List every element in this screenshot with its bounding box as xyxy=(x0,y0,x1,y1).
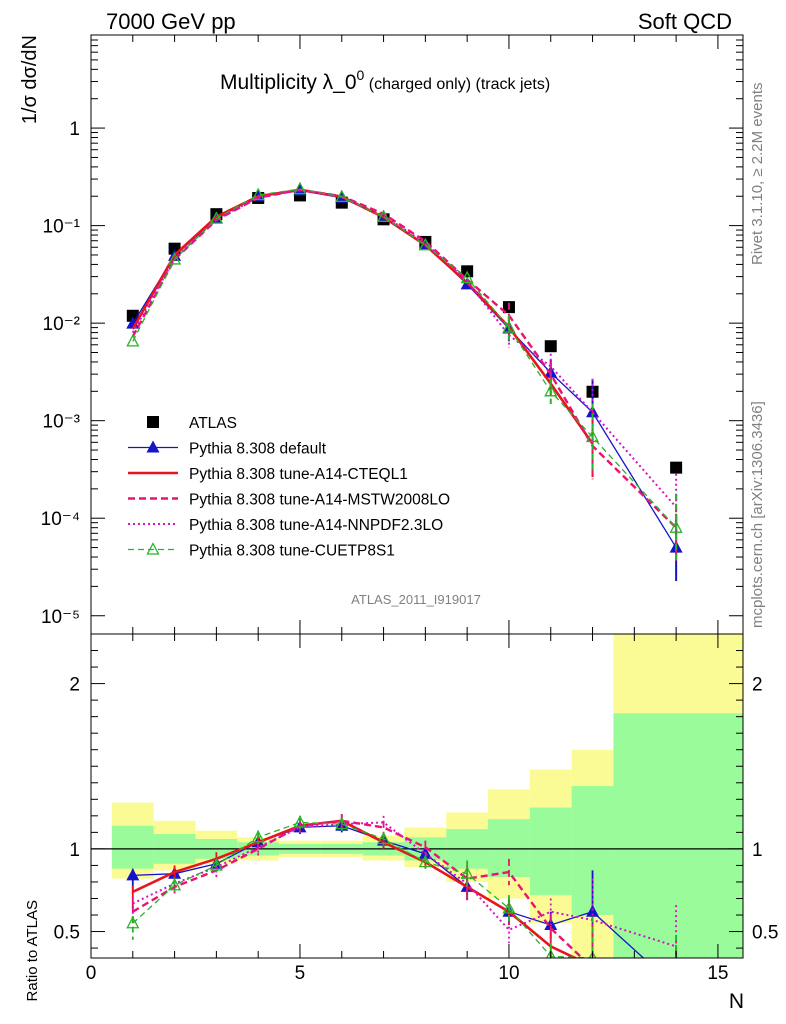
mcplots-label: mcplots.cern.ch [arXiv:1306.3436] xyxy=(749,401,766,628)
legend-marker-pythia-8-308-tune-cuetp8s1 xyxy=(146,542,160,555)
pythia-8-308-tune-cuetp8s1-point xyxy=(293,181,307,195)
pythia-8-308-tune-cuetp8s1-point xyxy=(460,270,474,284)
ratio-y-tick-label-right: 0.5 xyxy=(752,923,778,944)
ratio-inner-band xyxy=(111,825,154,869)
legend-label-pythia-8-308-tune-a14-mstw2008lo: Pythia 8.308 tune-A14-MSTW2008LO xyxy=(189,492,450,509)
plot-title: Multiplicity λ_00 (charged only) (track … xyxy=(220,67,550,94)
pythia-8-308-default-ratio-point xyxy=(670,981,683,993)
pythia-8-308-tune-cuetp8s1-point xyxy=(669,520,683,533)
x-axis-label: N xyxy=(729,990,744,1013)
rivet-label: Rivet 3.1.10, ≥ 2.2M events xyxy=(749,83,766,266)
pythia-8-308-tune-cuetp8s1-point xyxy=(502,320,516,333)
legend-marker-pythia-8-308-default xyxy=(146,440,160,453)
main-y-tick-label: 10⁻⁵ xyxy=(41,607,80,628)
analysis-watermark: ATLAS_2011_I919017 xyxy=(351,592,481,607)
pythia-8-308-tune-cuetp8s1-point xyxy=(251,187,265,201)
pythia-8-308-tune-cuetp8s1-ratio-point xyxy=(671,970,682,981)
main-y-tick-label: 10⁻² xyxy=(43,314,81,335)
main-series-group xyxy=(126,181,683,581)
main-y-tick-label: 10⁻⁴ xyxy=(41,509,80,530)
main-y-tick-label: 10⁻¹ xyxy=(43,217,81,238)
main-panel-frame: 10⁻⁵ 10⁻⁴ 10⁻³ 10⁻² 10⁻¹ 1 xyxy=(41,34,744,635)
ratio-y-axis-label: Ratio to ATLAS xyxy=(24,900,41,1001)
pythia-8-308-tune-cuetp8s1-ratio-point xyxy=(168,877,182,891)
atlas-point xyxy=(126,309,139,322)
pythia-8-308-tune-cuetp8s1-point xyxy=(544,383,558,397)
pythia-8-308-tune-a14-nnpdf2-3lo-line xyxy=(131,189,677,508)
pythia-8-308-tune-cuetp8s1-ratio-point xyxy=(460,866,474,879)
legend-marker-atlas xyxy=(147,416,159,428)
pythia-8-308-tune-a14-cteql1-line xyxy=(131,188,594,445)
x-tick-label: 0 xyxy=(86,963,97,984)
pythia-8-308-tune-cuetp8s1-line xyxy=(132,188,677,529)
main-frame-border xyxy=(90,34,744,635)
pythia-8-308-tune-cuetp8s1-ratio-point xyxy=(502,901,516,914)
main-clip-group xyxy=(126,181,683,581)
pythia-8-308-tune-cuetp8s1-ratio-point xyxy=(335,816,349,830)
pythia-8-308-default-ratio-point xyxy=(586,904,600,917)
main-y-axis-label: 1/σ dσ/dN xyxy=(19,35,41,124)
legend-label-pythia-8-308-tune-a14-nnpdf2-3lo: Pythia 8.308 tune-A14-NNPDF2.3LO xyxy=(189,517,443,534)
ratio-uncertainty-bands xyxy=(111,634,743,958)
energy-label: 7000 GeV pp xyxy=(106,9,236,34)
pythia-8-308-tune-cuetp8s1-point xyxy=(168,252,182,265)
ratio-inner-band xyxy=(488,819,530,877)
atlas-point xyxy=(544,340,557,353)
pythia-8-308-tune-cuetp8s1-point xyxy=(418,237,432,251)
plot-title-main: Multiplicity λ_0 xyxy=(220,71,357,94)
pythia-8-308-tune-cuetp8s1-ratio-point xyxy=(126,915,140,929)
legend-label-pythia-8-308-tune-a14-cteql1: Pythia 8.308 tune-A14-CTEQL1 xyxy=(189,466,408,483)
pythia-8-308-tune-cuetp8s1-ratio-point xyxy=(293,815,307,828)
pythia-8-308-tune-a14-nnpdf2-3lo-ratio-line xyxy=(132,821,677,948)
ratio-y-tick-label-right: 2 xyxy=(752,675,763,696)
ratio-y-tick-label-left: 2 xyxy=(69,675,80,696)
pythia-8-308-tune-cuetp8s1-point xyxy=(126,333,140,347)
pythia-8-308-tune-cuetp8s1-point xyxy=(335,189,349,203)
pythia-8-308-tune-cuetp8s1-ratio-point xyxy=(588,950,597,958)
pythia-8-308-tune-cuetp8s1-point xyxy=(376,209,391,222)
ratio-y-tick-label-right: 1 xyxy=(752,840,763,861)
legend-label-pythia-8-308-tune-cuetp8s1: Pythia 8.308 tune-CUETP8S1 xyxy=(189,543,395,560)
pythia-8-308-tune-cuetp8s1-ratio-point xyxy=(209,858,223,871)
legend-label-atlas: ATLAS xyxy=(189,415,237,432)
pythia-8-308-tune-cuetp8s1-ratio-point xyxy=(251,829,265,843)
ratio-y-tick-label-left: 1 xyxy=(69,840,80,861)
pythia-8-308-tune-cuetp8s1-point xyxy=(585,429,600,443)
x-tick-label: 5 xyxy=(295,963,306,984)
ratio-inner-band xyxy=(529,807,572,896)
plot-title-superscript: 0 xyxy=(357,67,365,83)
process-label: Soft QCD xyxy=(638,9,732,34)
ratio-y-tick-label-left: 0.5 xyxy=(54,923,80,944)
pythia-8-308-tune-cuetp8s1-ratio-point xyxy=(546,948,556,958)
main-y-tick-label: 1 xyxy=(69,119,80,140)
pythia-8-308-tune-cuetp8s1-ratio-point xyxy=(418,854,432,868)
ratio-clip-group xyxy=(91,814,743,993)
pythia-8-308-tune-cuetp8s1-point xyxy=(209,211,223,224)
ratio-series-group xyxy=(91,814,743,993)
x-tick-label: 10 xyxy=(498,963,519,984)
plot-title-suffix: (charged only) (track jets) xyxy=(364,76,550,93)
pythia-8-308-default-ratio-point xyxy=(126,868,140,881)
x-tick-label: 15 xyxy=(707,963,728,984)
legend: ATLAS Pythia 8.308 default Pythia 8.308 tu… xyxy=(128,415,450,560)
atlas-point xyxy=(670,461,683,474)
main-y-tick-label: 10⁻³ xyxy=(43,412,81,433)
ratio-inner-band xyxy=(613,713,743,958)
legend-label-pythia-8-308-default: Pythia 8.308 default xyxy=(189,441,327,458)
pythia-8-308-tune-cuetp8s1-ratio-point xyxy=(376,831,391,845)
